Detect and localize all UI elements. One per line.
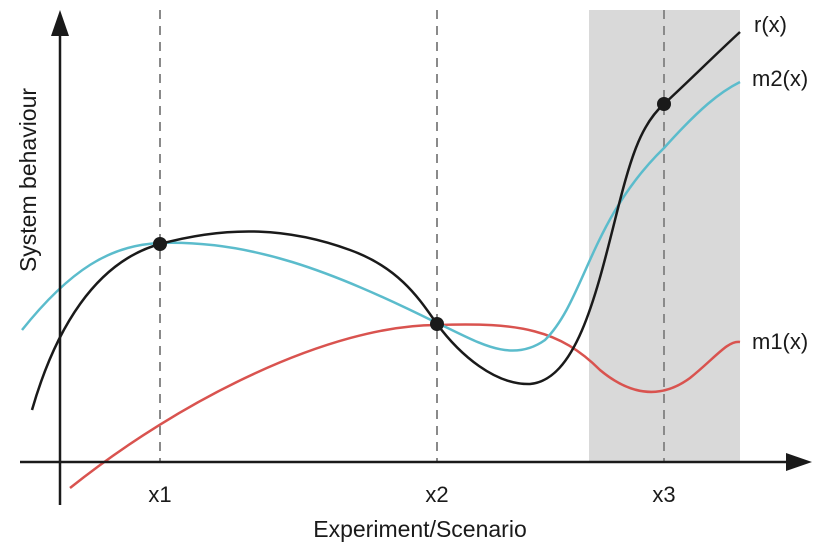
curve-m2 (21, 80, 741, 352)
y-axis-arrowhead (51, 10, 69, 36)
x-tick-label-x3: x3 (652, 482, 675, 507)
point-x2 (430, 317, 444, 331)
x-axis-title: Experiment/Scenario (313, 516, 527, 542)
point-x3 (657, 97, 671, 111)
curve-label-r: r(x) (754, 12, 787, 37)
curve-m1 (69, 323, 741, 489)
x-tick-label-x1: x1 (148, 482, 171, 507)
x-tick-label-x2: x2 (425, 482, 448, 507)
x-axis-arrowhead (786, 453, 812, 471)
curve-label-m1: m1(x) (752, 329, 808, 354)
curve-label-m2: m2(x) (752, 66, 808, 91)
point-x1 (153, 237, 167, 251)
y-axis-title: System behaviour (15, 88, 41, 272)
